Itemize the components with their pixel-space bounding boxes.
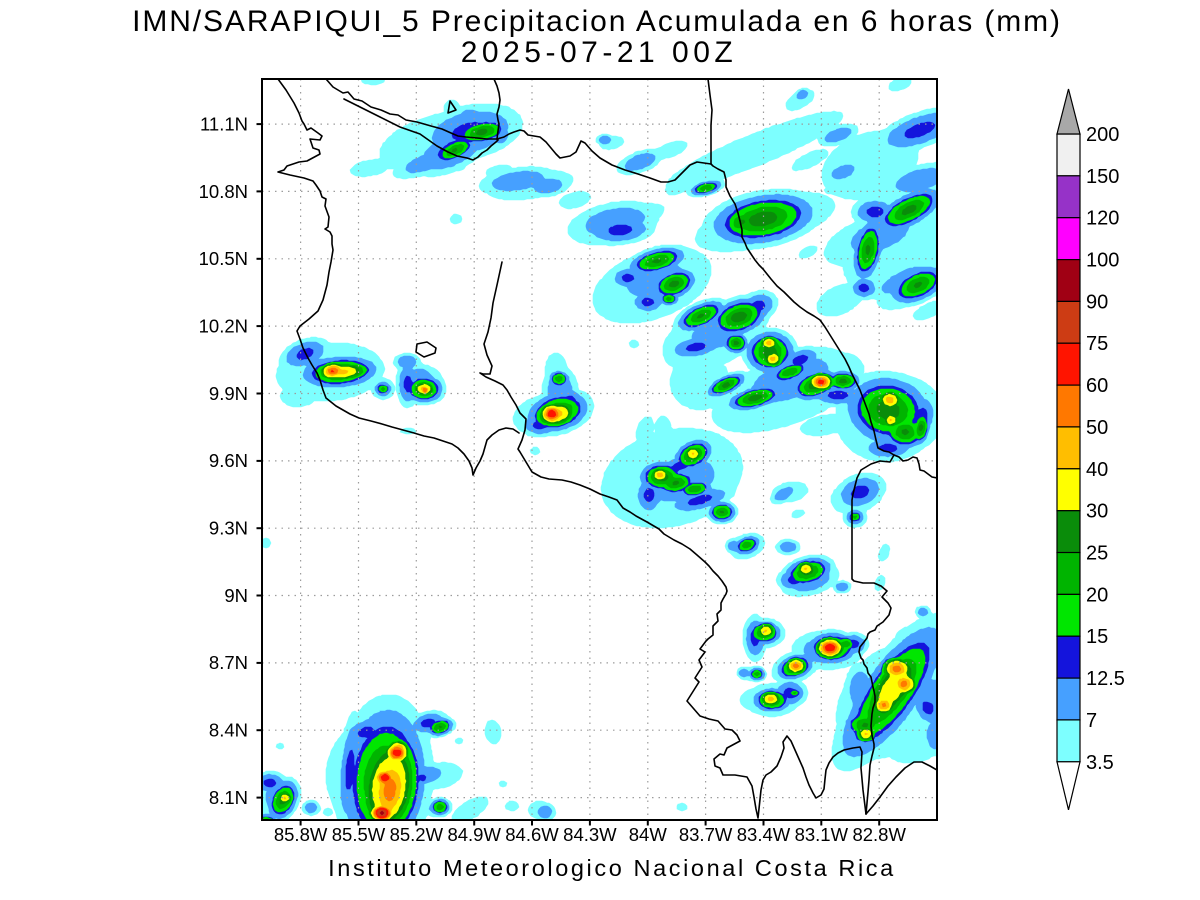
svg-text:3.5: 3.5 bbox=[1086, 752, 1114, 774]
svg-text:84.6W: 84.6W bbox=[505, 824, 559, 845]
svg-text:15: 15 bbox=[1086, 626, 1108, 648]
svg-text:83.1W: 83.1W bbox=[795, 824, 849, 845]
svg-text:10.5N: 10.5N bbox=[199, 248, 248, 269]
svg-text:84.3W: 84.3W bbox=[563, 824, 617, 845]
svg-text:IMN/SARAPIQUI_5 Precipitacion: IMN/SARAPIQUI_5 Precipitacion Acumulada … bbox=[132, 5, 1062, 38]
svg-text:50: 50 bbox=[1086, 417, 1108, 439]
svg-text:7: 7 bbox=[1086, 710, 1097, 732]
svg-text:83.7W: 83.7W bbox=[679, 824, 733, 845]
svg-text:25: 25 bbox=[1086, 543, 1108, 565]
svg-text:30: 30 bbox=[1086, 501, 1108, 523]
svg-text:200: 200 bbox=[1086, 124, 1119, 146]
svg-text:60: 60 bbox=[1086, 375, 1108, 397]
svg-text:12.5: 12.5 bbox=[1086, 668, 1125, 690]
svg-text:8.1N: 8.1N bbox=[209, 787, 248, 808]
svg-text:10.2N: 10.2N bbox=[199, 315, 248, 336]
svg-text:9.3N: 9.3N bbox=[209, 518, 248, 539]
svg-text:84.9W: 84.9W bbox=[447, 824, 501, 845]
svg-text:9.9N: 9.9N bbox=[209, 383, 248, 404]
svg-text:40: 40 bbox=[1086, 459, 1108, 481]
svg-text:9.6N: 9.6N bbox=[209, 450, 248, 471]
svg-text:9N: 9N bbox=[224, 585, 248, 606]
svg-text:150: 150 bbox=[1086, 166, 1119, 188]
svg-text:84W: 84W bbox=[629, 824, 668, 845]
svg-text:120: 120 bbox=[1086, 208, 1119, 230]
svg-text:90: 90 bbox=[1086, 291, 1108, 313]
svg-text:20: 20 bbox=[1086, 584, 1108, 606]
svg-text:85.2W: 85.2W bbox=[390, 824, 444, 845]
svg-text:85.8W: 85.8W bbox=[274, 824, 328, 845]
svg-text:100: 100 bbox=[1086, 250, 1119, 272]
svg-text:8.4N: 8.4N bbox=[209, 720, 248, 741]
svg-text:75: 75 bbox=[1086, 333, 1108, 355]
svg-text:82.8W: 82.8W bbox=[852, 824, 906, 845]
svg-text:11.1N: 11.1N bbox=[200, 113, 248, 134]
svg-text:8.7N: 8.7N bbox=[209, 652, 248, 673]
svg-text:83.4W: 83.4W bbox=[737, 824, 791, 845]
svg-text:85.5W: 85.5W bbox=[332, 824, 386, 845]
svg-text:2025-07-21 00Z: 2025-07-21 00Z bbox=[461, 36, 738, 69]
svg-text:Instituto Meteorologico Nacion: Instituto Meteorologico Nacional Costa R… bbox=[328, 855, 896, 881]
svg-text:10.8N: 10.8N bbox=[199, 181, 248, 202]
